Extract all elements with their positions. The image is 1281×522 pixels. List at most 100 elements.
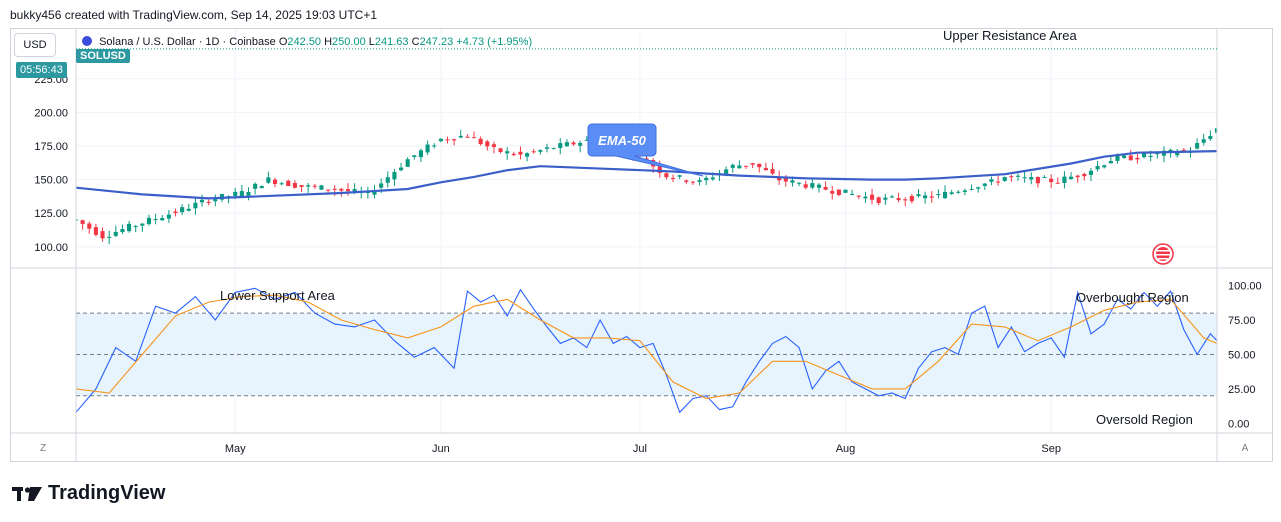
candle-body [1088,170,1094,175]
candle-body [292,182,297,188]
auto-scale-button[interactable]: A [1241,443,1249,454]
high-value: 250.00 [332,36,366,48]
lower-support-label: Lower Support Area [220,288,336,303]
candle-body [1214,128,1217,133]
candle-body [1055,182,1060,184]
candle-body [704,177,709,181]
oversold-label: Oversold Region [1096,412,1193,427]
candle-body [1195,143,1200,149]
candle-body [326,189,331,191]
x-tick-label: Sep [1041,443,1061,455]
candle-body [239,191,244,197]
candle-body [976,187,981,189]
candle-body [385,177,390,183]
candle-body [505,151,510,154]
candle-body [843,189,848,193]
candle-body [1275,127,1279,130]
candle-body [883,197,888,200]
candle-body [558,143,563,148]
candle-body [339,188,344,191]
candle-body [1222,124,1226,126]
candle-body [836,189,841,196]
candle-body [213,199,218,202]
candle-body [1042,177,1047,179]
candle-body [173,211,178,214]
candle-body [1141,153,1147,158]
candle-body [166,214,171,219]
candle-body [1069,176,1074,180]
candle-body [405,159,410,167]
open-label: O [278,36,288,48]
candle-body [299,185,304,187]
candle-body [398,167,404,171]
candle-body [903,199,908,201]
candle-body [710,177,715,180]
candle-body [571,142,576,145]
candle-body [186,208,191,211]
stochastic-k-line [76,287,1217,414]
candle-body [763,167,768,171]
candle-body [80,220,85,224]
upper-resistance-label: Upper Resistance Area [943,28,1077,43]
candle-countdown: 05:56:43 [16,62,67,78]
candle-body [432,145,437,147]
main-pane-grid [76,29,1217,267]
candle-body [1148,155,1153,157]
ticker-badge: SOLUSD [76,49,130,63]
candle-body [869,194,875,200]
candle-body [531,151,536,153]
candle-body [266,177,271,183]
candle-body [538,150,543,152]
y-tick-label: 100.00 [34,242,68,254]
candle-body [863,196,868,199]
candle-body [684,180,689,182]
candle-body [830,190,835,194]
candle-body [1002,177,1007,181]
y-tick-label: 150.00 [34,175,68,187]
candle-body [286,180,291,187]
solana-logo-icon [82,36,92,46]
flag-icon[interactable] [1152,243,1174,265]
ema-50-callout: EMA-50 [587,123,704,177]
candle-body [750,163,755,165]
candle-body [1075,175,1080,178]
currency-button[interactable]: USD [14,33,56,57]
candle-body [551,148,556,150]
candle-body [392,171,397,180]
candle-body [1029,177,1034,180]
candle-body [107,236,112,238]
candle-body [949,192,954,195]
symbol-legend: Solana / U.S. Dollar · 1D · Coinbase O24… [82,36,532,48]
candle-body [730,164,735,168]
ema-50-callout-text: EMA-50 [598,133,646,148]
candle-body [518,151,523,155]
candle-body [1201,139,1206,143]
candle-body [962,190,967,192]
stochastic-d-line [76,294,1217,400]
x-tick-label: Aug [836,443,856,455]
candle-body [272,179,278,184]
candle-body [670,177,676,179]
callout-bubble [587,123,704,177]
left-scale-button[interactable]: Z [39,443,47,454]
tradingview-brand-text: TradingView [48,482,166,504]
candle-body [1049,178,1054,183]
candle-body [246,192,251,196]
candle-body [76,219,79,221]
low-value: 241.63 [374,36,409,48]
candle-body [743,165,749,167]
close-value: 247.23 [419,36,454,48]
candle-body [511,153,516,156]
candle-body [1122,155,1127,158]
attribution-text: bukky456 created with TradingView.com, S… [10,8,378,22]
candle-body [1261,118,1265,121]
candle-body [1228,119,1232,122]
x-tick-label: May [225,443,246,455]
candle-body [790,180,795,183]
candle-body [193,202,198,209]
low-label: L [368,36,375,48]
overbought-label: Overbought Region [1076,290,1189,305]
candle-body [332,188,337,190]
candle-body [737,165,742,169]
